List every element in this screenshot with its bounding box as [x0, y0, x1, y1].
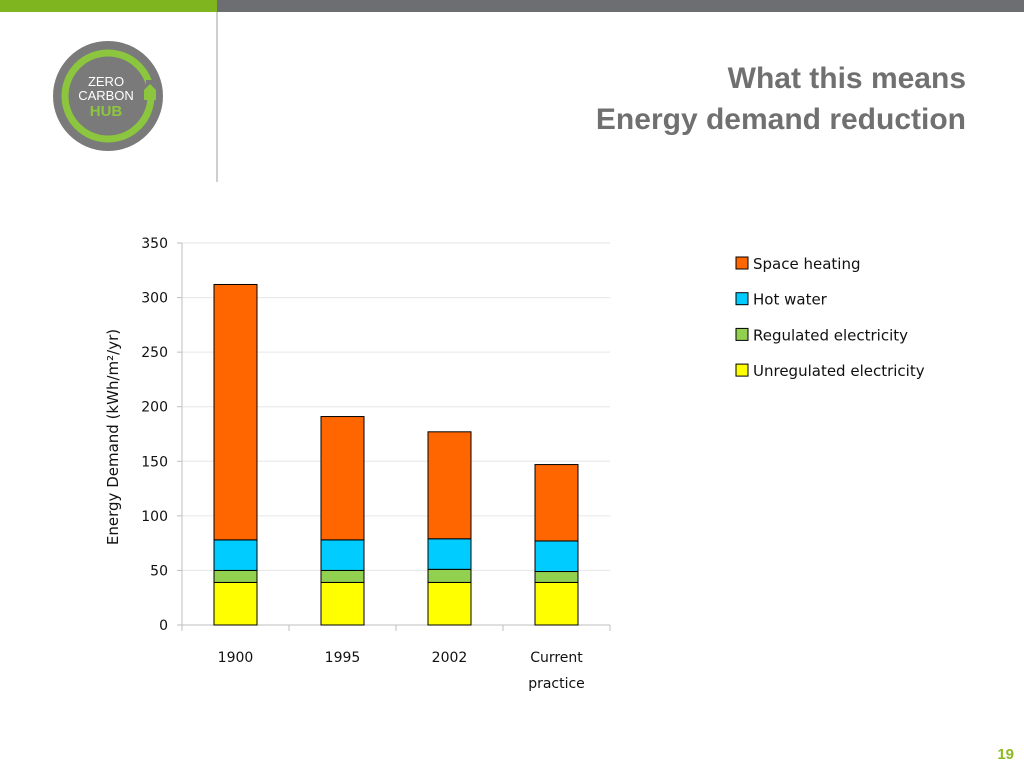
bar-segment-regulated-electricity [213, 569, 258, 583]
y-tick-label: 150 [141, 454, 168, 470]
bar-segment-regulated-electricity [320, 569, 365, 583]
slide-title-line-1: What this means [727, 62, 966, 95]
bar-segment-hot-water [213, 539, 258, 571]
bar-segment-space-heating [320, 416, 365, 541]
bar-segment-unregulated-electricity [320, 581, 365, 626]
legend-swatch [735, 363, 749, 377]
page-number: 19 [997, 746, 1014, 763]
top-bar-grey-segment [217, 0, 1024, 12]
legend-label: Regulated electricity [753, 326, 908, 344]
chart-x-tick-labels: 1900 1995 2002 Current practice [218, 650, 585, 692]
legend-swatch [735, 256, 749, 270]
chart-y-tick-labels: 0 50 100 150 200 250 300 350 [141, 236, 168, 634]
bar-segment-unregulated-electricity [534, 581, 579, 626]
legend-swatch [735, 292, 749, 306]
bar-segment-space-heating [427, 431, 472, 540]
y-tick-label: 50 [150, 563, 168, 579]
bar-segment-regulated-electricity [427, 568, 472, 583]
bar-segment-space-heating [534, 464, 579, 542]
legend-swatch [735, 327, 749, 341]
legend-label: Hot water [753, 291, 828, 309]
chart-bars [213, 283, 579, 626]
bar-segment-regulated-electricity [534, 571, 579, 583]
x-tick-label: 1995 [325, 650, 361, 666]
bar-segment-hot-water [427, 538, 472, 570]
header-divider-line [216, 12, 218, 182]
logo-text-hub: HUB [90, 103, 123, 120]
top-bar-green-segment [0, 0, 217, 12]
y-tick-label: 250 [141, 345, 168, 361]
bar-segment-space-heating [213, 283, 258, 541]
y-tick-label: 200 [141, 400, 168, 416]
y-tick-label: 300 [141, 291, 168, 307]
logo-text-carbon: CARBON [78, 88, 134, 103]
y-tick-label: 0 [159, 618, 168, 634]
x-tick-label: Current practice [528, 650, 585, 692]
bar-segment-hot-water [320, 539, 365, 571]
y-tick-label: 100 [141, 509, 168, 525]
y-tick-label: 350 [141, 236, 168, 252]
logo-text-zero: ZERO [88, 74, 124, 89]
bar-segment-unregulated-electricity [213, 581, 258, 626]
x-tick-label: 2002 [432, 650, 468, 666]
slide-title-line-2: Energy demand reduction [595, 103, 966, 136]
bar-segment-hot-water [534, 540, 579, 573]
slide-title: What this means Energy demand reduction [596, 58, 966, 140]
bar-segment-unregulated-electricity [427, 581, 472, 626]
x-tick-label: 1900 [218, 650, 254, 666]
chart-legend: Space heating Hot water Regulated electric… [735, 255, 925, 380]
y-axis-title: Energy Demand (kWh/m²/yr) [104, 329, 122, 545]
top-accent-bar [0, 0, 1024, 12]
legend-label: Space heating [753, 255, 860, 273]
zero-carbon-hub-logo-icon: ZERO CARBON HUB [53, 41, 163, 151]
legend-label: Unregulated electricity [753, 362, 925, 380]
